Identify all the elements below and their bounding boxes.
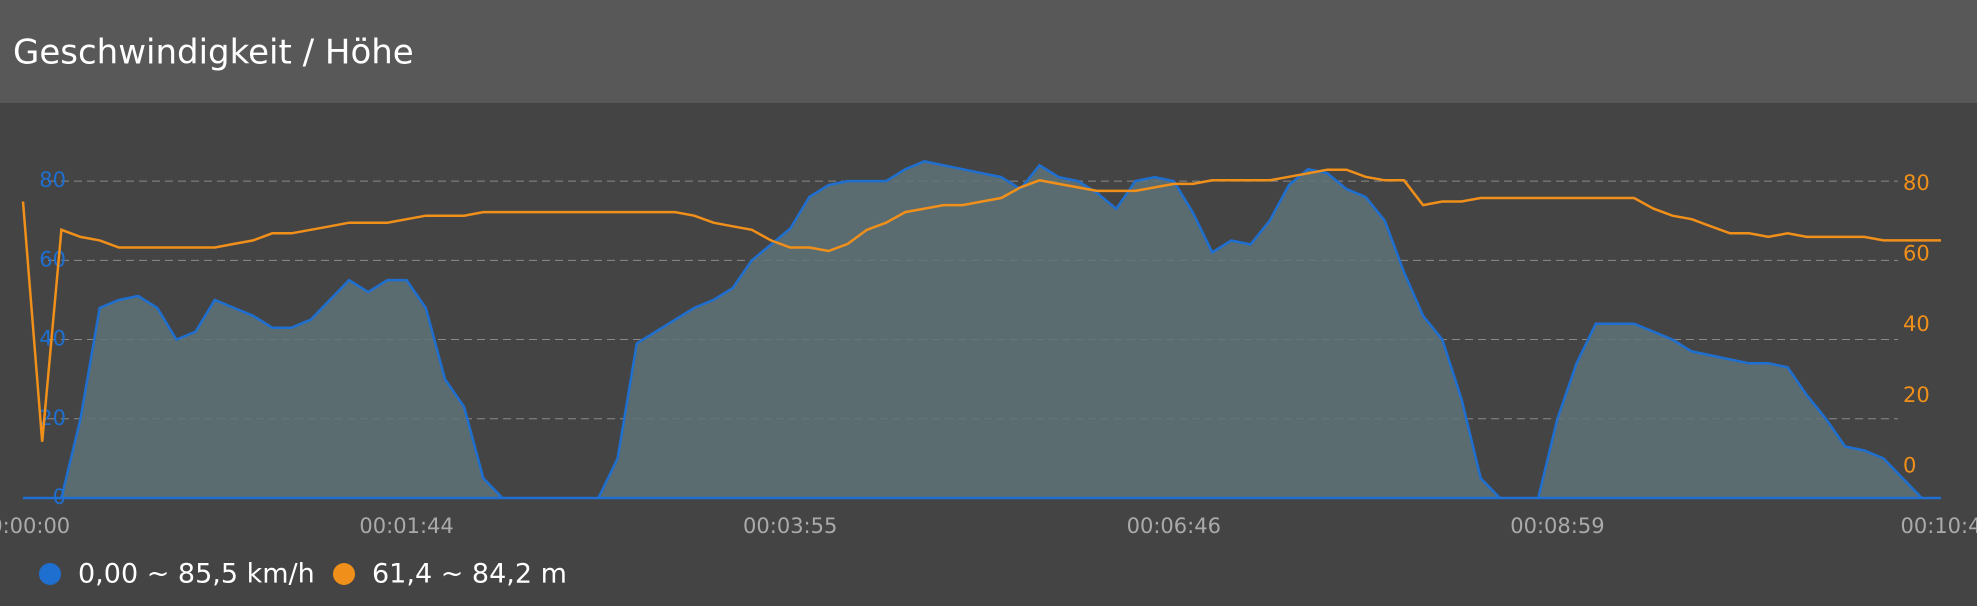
- y-tick-label: 80: [39, 168, 66, 192]
- y2-tick-label: 40: [1903, 312, 1930, 336]
- height-line: [21, 168, 1941, 442]
- legend-marker: [333, 563, 355, 585]
- chart-title: Geschwindigkeit / Höhe: [13, 33, 414, 73]
- x-tick-label: 00:00:00: [0, 514, 70, 538]
- y2-tick-label: 80: [1903, 171, 1930, 195]
- y-tick-label: 60: [39, 247, 66, 271]
- y2-tick-label: 0: [1903, 454, 1916, 478]
- speed-area: [23, 159, 1941, 500]
- x-tick-label: 00:01:44: [359, 514, 453, 538]
- x-tick-label: 00:06:46: [1127, 514, 1221, 538]
- y2-tick-label: 60: [1903, 242, 1930, 266]
- y2-tick-label: 20: [1903, 383, 1930, 407]
- legend-marker: [39, 563, 61, 585]
- legend-label: 0,00 ~ 85,5 km/h: [78, 559, 315, 590]
- x-tick-label: 00:08:59: [1510, 514, 1604, 538]
- legend-label: 61,4 ~ 84,2 m: [372, 559, 567, 590]
- x-tick-label: 00:10:4: [1901, 514, 1977, 538]
- x-tick-label: 00:03:55: [743, 514, 837, 538]
- header: [0, 0, 1977, 103]
